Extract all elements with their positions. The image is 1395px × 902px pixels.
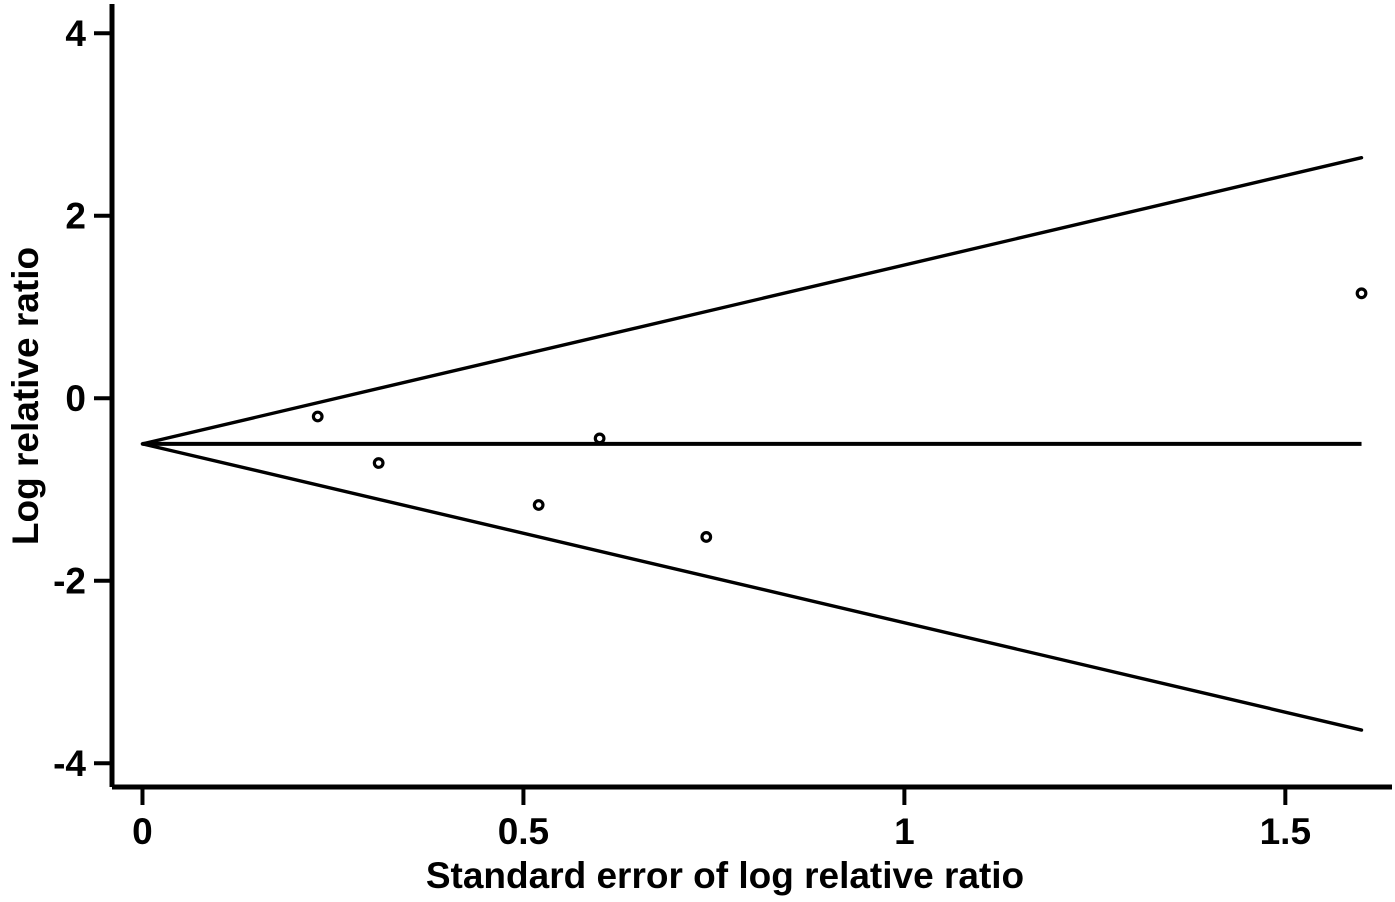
y-axis-tick-label: 2 — [65, 196, 86, 237]
x-axis-tick-label: 0 — [132, 811, 153, 852]
y-axis-tick-label: 0 — [65, 378, 86, 419]
data-point — [700, 531, 713, 543]
pseudo-confidence-limit-lines — [140, 155, 1364, 732]
x-axis: 0 0.5 1 1.5 — [112, 784, 1392, 852]
y-axis-tick-label: -4 — [53, 743, 86, 784]
y-axis-tick-label: 4 — [65, 13, 86, 54]
x-axis-tick-label: 1 — [894, 811, 915, 852]
upper-limit-line — [140, 155, 1364, 446]
x-axis-tick-label: 0.5 — [498, 811, 549, 852]
data-points — [311, 287, 1368, 543]
data-point — [1355, 287, 1368, 300]
data-point — [311, 410, 324, 423]
x-axis-title: Standard error of log relative ratio — [426, 855, 1024, 896]
x-axis-tick-label: 1.5 — [1260, 811, 1311, 852]
data-point — [372, 457, 385, 469]
data-point — [532, 499, 545, 511]
y-axis-title: Log relative ratio — [5, 247, 46, 545]
data-point — [593, 432, 606, 445]
y-axis: -4 -2 0 2 4 — [53, 4, 115, 787]
y-axis-tick-label: -2 — [53, 561, 86, 602]
lower-limit-line — [140, 442, 1364, 732]
